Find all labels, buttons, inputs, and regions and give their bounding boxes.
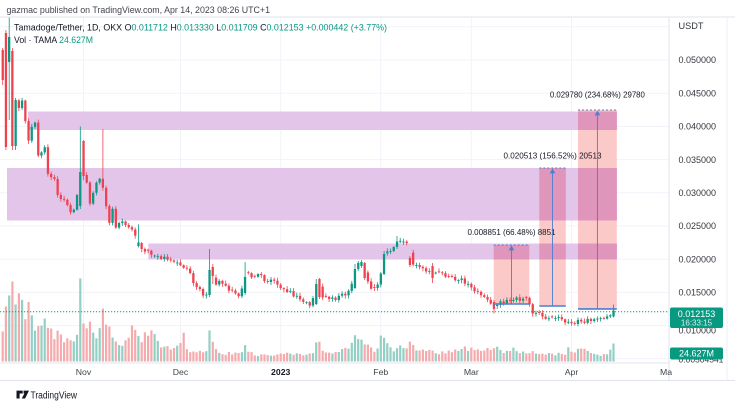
svg-text:2023: 2023 xyxy=(271,367,290,377)
svg-text:Dec: Dec xyxy=(173,367,189,377)
svg-text:0.050000: 0.050000 xyxy=(679,55,717,65)
svg-text:0.030000: 0.030000 xyxy=(679,188,717,198)
svg-text:Nov: Nov xyxy=(76,367,92,377)
svg-text:0.015000: 0.015000 xyxy=(679,288,717,298)
svg-text:TradingView: TradingView xyxy=(31,390,78,401)
svg-text:Apr: Apr xyxy=(565,367,579,377)
svg-text:0.025000: 0.025000 xyxy=(679,221,717,231)
svg-text:Ma: Ma xyxy=(660,367,672,377)
svg-text:0.008851 (66.48%) 8851: 0.008851 (66.48%) 8851 xyxy=(468,227,556,237)
svg-text:gazmac published on TradingVie: gazmac published on TradingView.com, Apr… xyxy=(7,5,271,16)
svg-text:16:33:15: 16:33:15 xyxy=(681,319,713,328)
svg-text:0.020513 (156.52%) 20513: 0.020513 (156.52%) 20513 xyxy=(504,151,602,161)
svg-text:Vol · TAMA 24.627M: Vol · TAMA 24.627M xyxy=(14,34,93,45)
svg-text:0.045000: 0.045000 xyxy=(679,88,717,98)
svg-text:24.627M: 24.627M xyxy=(679,349,714,359)
svg-text:Mar: Mar xyxy=(464,367,479,377)
svg-text:0.020000: 0.020000 xyxy=(679,254,717,264)
svg-text:0.012153: 0.012153 xyxy=(678,309,716,319)
svg-text:USDT: USDT xyxy=(679,21,704,31)
svg-text:0.040000: 0.040000 xyxy=(679,122,717,132)
svg-text:0.010000: 0.010000 xyxy=(679,326,717,336)
svg-text:Feb: Feb xyxy=(373,367,388,377)
svg-text:Tamadoge/Tether, 1D, OKX O0.0: Tamadoge/Tether, 1D, OKX O0.011712 H0.01… xyxy=(14,22,387,33)
svg-text:0.029780 (234.68%) 29780: 0.029780 (234.68%) 29780 xyxy=(550,90,645,100)
svg-text:0.035000: 0.035000 xyxy=(679,155,717,165)
